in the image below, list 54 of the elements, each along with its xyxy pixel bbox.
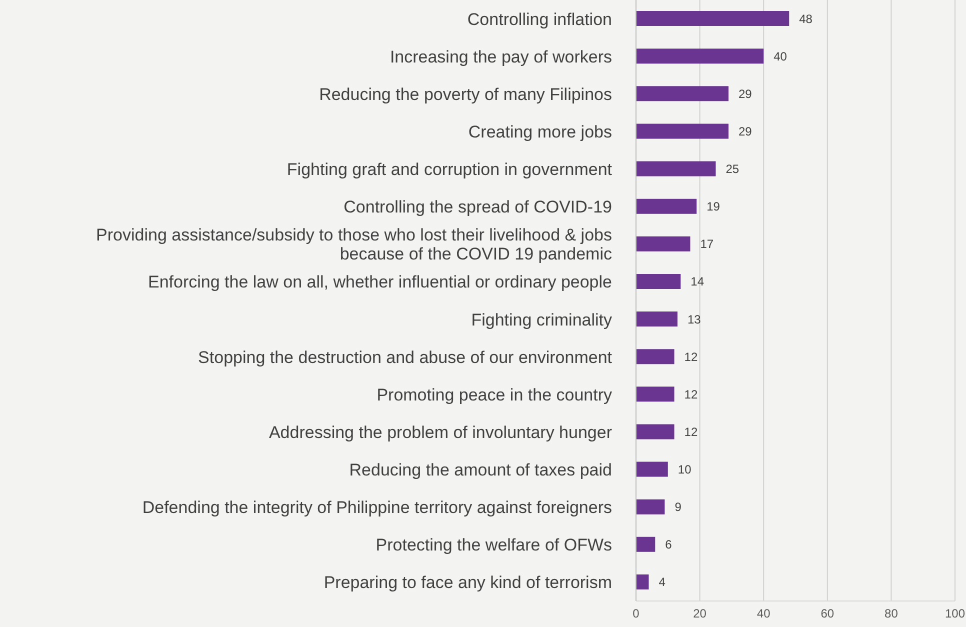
x-tick-label: 100 xyxy=(944,606,966,621)
data-label: 29 xyxy=(738,86,752,101)
data-label: 14 xyxy=(690,274,704,289)
x-tick-label: 20 xyxy=(693,606,707,621)
bar xyxy=(636,312,678,326)
data-label: 12 xyxy=(684,424,698,439)
data-label: 25 xyxy=(726,162,740,176)
bar xyxy=(636,198,697,214)
bar xyxy=(636,536,656,552)
bar xyxy=(636,462,668,477)
bar xyxy=(636,386,674,402)
bar xyxy=(636,48,764,64)
y-tick-label: Providing assistance/subsidy to those who lost their livelihood & jobs because of the COVID 19 pandemic xyxy=(96,225,612,264)
data-label: 9 xyxy=(674,500,682,514)
data-label: 17 xyxy=(700,237,714,252)
data-label: 4 xyxy=(658,575,666,590)
y-tick-label: Creating more jobs xyxy=(468,122,612,141)
x-tick-label: 60 xyxy=(820,606,834,621)
y-tick-label: Controlling inflation xyxy=(467,9,612,28)
bar xyxy=(636,86,729,102)
y-tick-label: Addressing the problem of involuntary hunger xyxy=(268,422,612,442)
y-tick-label: Promoting peace in the country xyxy=(376,384,612,404)
bar xyxy=(636,424,674,440)
data-label: 12 xyxy=(684,350,698,364)
bar xyxy=(636,499,665,514)
x-tick-label: 40 xyxy=(756,606,771,621)
bar xyxy=(636,274,681,289)
bar xyxy=(636,161,716,176)
bar xyxy=(636,236,690,252)
data-label: 12 xyxy=(684,387,698,402)
y-tick-label: Stopping the destruction and abuse of our environment xyxy=(198,347,612,366)
bar xyxy=(636,349,674,364)
x-tick-label: 0 xyxy=(632,606,640,621)
y-tick-label: Controlling the spread of COVID-19 xyxy=(344,197,612,216)
y-tick-label: Enforcing the law on all, whether influential or ordinary people xyxy=(148,272,612,292)
y-tick-label: Increasing the pay of workers xyxy=(390,46,612,66)
data-label: 13 xyxy=(687,312,702,326)
y-tick-label: Defending the integrity of Philippine territory against foreigners xyxy=(142,498,612,517)
data-label: 29 xyxy=(738,124,752,138)
bar xyxy=(636,574,649,590)
y-tick-label: Reducing the amount of taxes paid xyxy=(349,460,612,480)
data-label: 10 xyxy=(678,462,692,477)
y-tick-label: Fighting graft and corruption in government xyxy=(286,160,612,179)
y-tick-label: Fighting criminality xyxy=(471,310,612,329)
data-label: 48 xyxy=(799,12,813,26)
y-tick-label: Protecting the welfare of OFWs xyxy=(376,535,612,554)
y-tick-label: Preparing to face any kind of terrorism xyxy=(324,572,612,592)
y-tick-label: Reducing the poverty of many Filipinos xyxy=(319,84,612,104)
data-label: 40 xyxy=(774,49,788,64)
data-label: 6 xyxy=(665,538,672,552)
data-label: 19 xyxy=(706,200,720,214)
x-tick-label: 80 xyxy=(884,606,898,621)
bar xyxy=(636,11,790,26)
bar xyxy=(636,124,729,139)
